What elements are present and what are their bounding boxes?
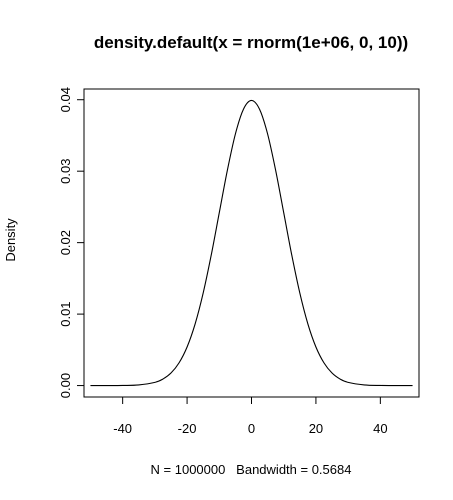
x-axis-label: N = 1000000 Bandwidth = 0.5684: [151, 462, 352, 477]
density-curve: [90, 99, 413, 387]
plot-frame: [83, 88, 420, 398]
y-tick-label: 0.03: [58, 159, 73, 184]
y-axis-label: Density: [3, 218, 18, 262]
x-tick-label: -20: [178, 421, 197, 436]
y-axis: 0.00 0.01 0.02 0.03 0.04: [58, 87, 85, 398]
y-tick-label: 0.00: [58, 373, 73, 398]
x-tick-label: 0: [248, 421, 255, 436]
x-tick-label: -40: [113, 421, 132, 436]
y-tick-label: 0.01: [58, 301, 73, 326]
x-tick-label: 20: [309, 421, 323, 436]
x-axis: -40 -20 0 20 40: [113, 396, 388, 436]
chart-title: density.default(x = rnorm(1e+06, 0, 10)): [94, 33, 408, 52]
x-tick-label: 40: [373, 421, 387, 436]
y-tick-label: 0.02: [58, 230, 73, 255]
y-tick-label: 0.04: [58, 87, 73, 112]
